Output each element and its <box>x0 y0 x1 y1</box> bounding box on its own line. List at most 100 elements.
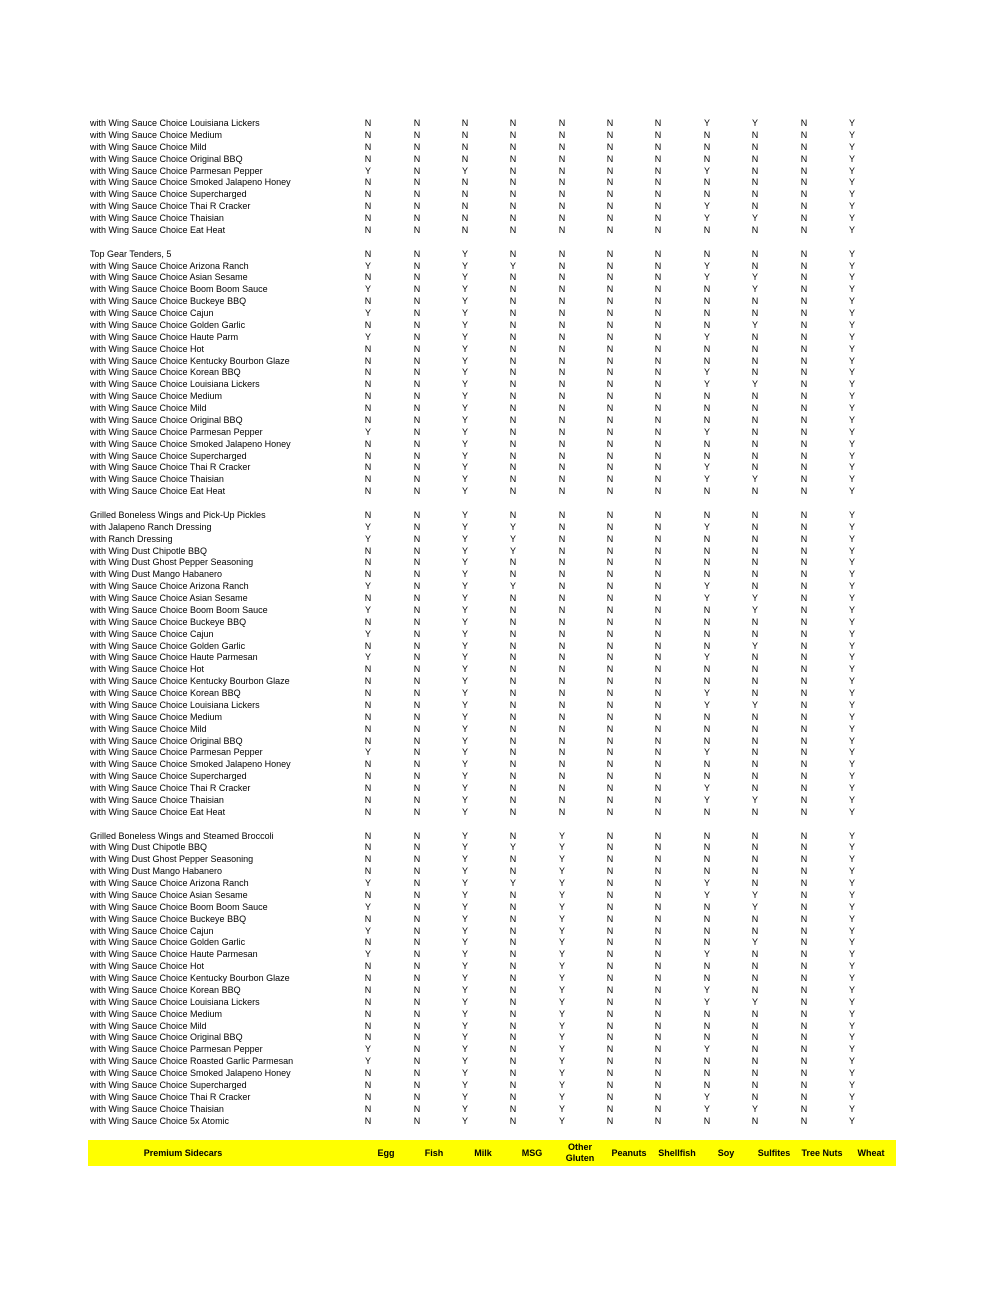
allergen-cell: N <box>509 949 517 960</box>
allergen-cell: Y <box>703 699 710 710</box>
allergen-cell: N <box>800 426 808 437</box>
allergen-cell: N <box>558 260 566 271</box>
allergen-cell: N <box>800 165 808 176</box>
allergen-cell: N <box>606 308 614 318</box>
allergen-cell: N <box>800 1020 808 1031</box>
item-name: with Wing Sauce Choice Supercharged <box>90 771 247 782</box>
allergen-cell: N <box>751 224 759 235</box>
allergen-cell: N <box>703 925 711 936</box>
allergen-cell: N <box>558 581 566 592</box>
allergen-cell: Y <box>848 723 855 734</box>
allergen-cell: N <box>509 165 517 176</box>
allergen-cell: Y <box>703 949 710 960</box>
allergen-cell: Y <box>848 996 855 1007</box>
allergen-cell: N <box>413 913 421 924</box>
item-name: with Wing Sauce Choice Buckeye BBQ <box>90 913 247 924</box>
allergen-cell: N <box>800 628 808 639</box>
allergen-cell: N <box>413 1056 421 1067</box>
allergen-cell: N <box>800 1115 808 1126</box>
allergen-cell: N <box>558 806 566 817</box>
allergen-cell: N <box>654 462 662 473</box>
allergen-cell: Y <box>461 557 468 568</box>
allergen-cell: N <box>364 961 372 972</box>
allergen-cell: N <box>509 331 517 342</box>
item-name: with Wing Sauce Choice Mild <box>90 141 207 152</box>
allergen-cell: N <box>751 783 759 793</box>
allergen-cell: N <box>461 153 469 164</box>
allergen-cell: N <box>364 438 372 449</box>
allergen-cell: N <box>800 224 808 235</box>
allergen-cell: N <box>364 1020 372 1031</box>
allergen-cell: N <box>413 414 421 425</box>
allergen-cell: Y <box>848 426 855 437</box>
allergen-cell: N <box>364 723 372 734</box>
allergen-cell: Y <box>848 628 855 639</box>
allergen-cell: Y <box>848 355 855 366</box>
allergen-cell: N <box>413 866 421 877</box>
allergen-cell: N <box>413 604 421 615</box>
allergen-cell: N <box>606 201 614 212</box>
allergen-cell: N <box>509 403 517 413</box>
allergen-cell: Y <box>461 319 468 330</box>
allergen-cell: N <box>413 735 421 746</box>
allergen-cell: N <box>800 913 808 924</box>
allergen-cell: N <box>800 391 808 402</box>
allergen-cell: N <box>364 771 372 782</box>
allergen-cell: N <box>751 1032 759 1043</box>
allergen-cell: N <box>606 604 614 615</box>
allergen-cell: Y <box>848 830 855 841</box>
allergen-cell: Y <box>848 260 855 271</box>
allergen-cell: N <box>654 533 662 544</box>
table-row: with Wing Sauce Choice Smoked Jalapeno H… <box>0 1068 1000 1080</box>
allergen-cell: Y <box>461 569 468 580</box>
allergen-cell: N <box>364 889 372 900</box>
allergen-cell: N <box>703 141 711 152</box>
allergen-cell: Y <box>848 557 855 568</box>
allergen-cell: Y <box>848 272 855 283</box>
allergen-cell: Y <box>848 391 855 402</box>
allergen-cell: Y <box>364 949 371 960</box>
allergen-cell: N <box>364 735 372 746</box>
allergen-cell: N <box>558 141 566 152</box>
allergen-cell: Y <box>461 296 468 307</box>
allergen-cell: N <box>509 747 517 758</box>
allergen-cell: N <box>606 379 614 390</box>
allergen-cell: Y <box>461 1068 468 1078</box>
allergen-cell: Y <box>848 1032 855 1043</box>
allergen-cell: N <box>703 640 711 651</box>
allergen-cell: Y <box>364 426 371 437</box>
allergen-cell: Y <box>848 438 855 449</box>
table-row: with Wing Sauce Choice Original BBQ N N Y N N… <box>0 415 1000 427</box>
allergen-cell: Y <box>848 937 855 948</box>
allergen-cell: N <box>654 319 662 330</box>
allergen-cell: N <box>558 379 566 390</box>
allergen-cell: N <box>606 652 614 663</box>
allergen-cell: Y <box>848 961 855 972</box>
allergen-cell: Y <box>703 260 710 271</box>
allergen-cell: N <box>606 343 614 354</box>
allergen-cell: N <box>509 676 517 687</box>
table-row: with Wing Sauce Choice Korean BBQ N N Y N Y N N… <box>0 985 1000 997</box>
allergen-cell: N <box>800 248 808 259</box>
allergen-cell: Y <box>461 616 468 627</box>
item-name: with Wing Sauce Choice Original BBQ <box>90 1032 243 1043</box>
allergen-cell: N <box>751 973 759 983</box>
allergen-cell: N <box>364 224 372 235</box>
allergen-cell: N <box>364 794 372 805</box>
allergen-cell: Y <box>751 640 758 651</box>
item-name: with Wing Sauce Choice Roasted Garlic Pa… <box>90 1056 294 1067</box>
allergen-cell: Y <box>703 379 710 390</box>
allergen-cell: N <box>461 141 469 152</box>
allergen-cell: N <box>364 783 372 793</box>
allergen-cell: N <box>413 889 421 900</box>
table-row: with Wing Sauce Choice Asian Sesame N N Y N N… <box>0 593 1000 605</box>
allergen-cell: N <box>364 343 372 354</box>
allergen-cell: N <box>800 129 808 140</box>
table-row: with Wing Sauce Choice Mild N N Y N N N N N N N Y <box>0 403 1000 415</box>
allergen-cell: N <box>364 474 372 485</box>
allergen-cell: Y <box>751 213 758 223</box>
table-row: with Wing Sauce Choice Medium N N Y N N N N N N N Y <box>0 712 1000 724</box>
allergen-cell: N <box>800 652 808 663</box>
table-row: with Wing Sauce Choice Supercharged N N Y N N… <box>0 771 1000 783</box>
item-name: with Wing Sauce Choice Korean BBQ <box>90 367 241 378</box>
